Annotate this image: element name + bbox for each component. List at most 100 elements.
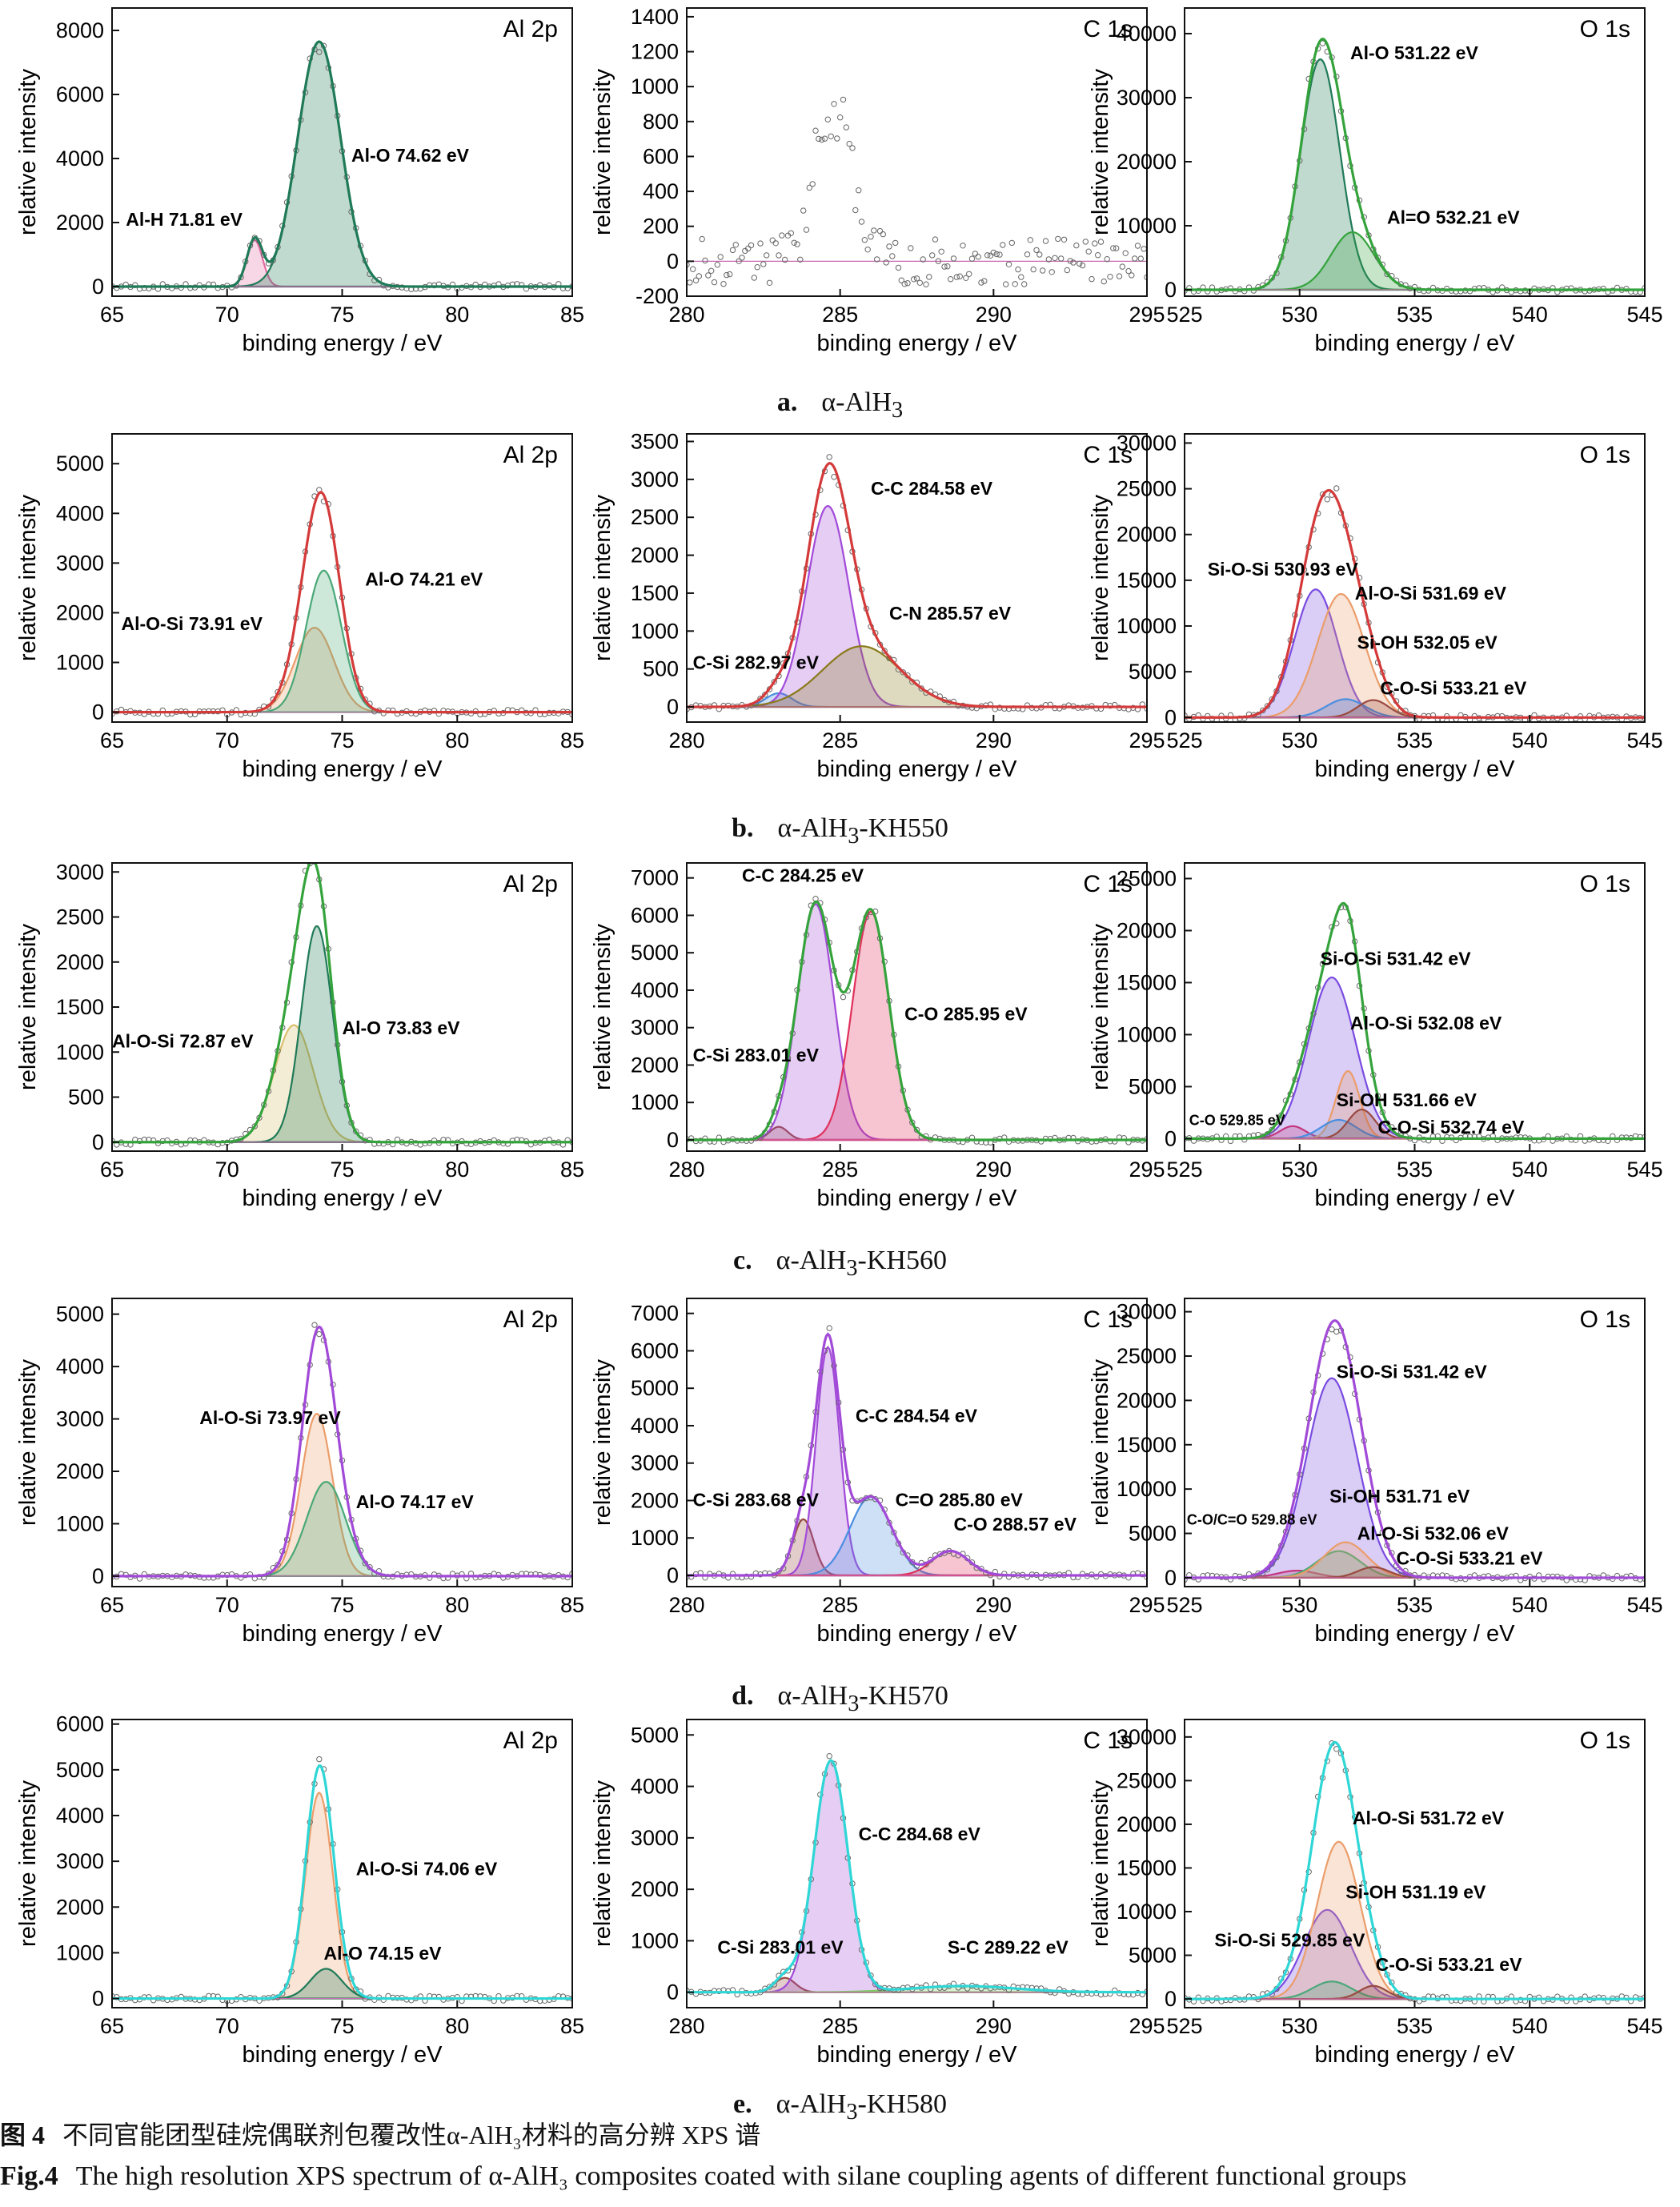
peak-label-al-o-74-15-ev: Al-O 74.15 eV bbox=[324, 1943, 443, 1964]
xps-chart-c-1s-row-2: 280 285 290 295 0 500 1000 1500 2000 2500 3000 3500… bbox=[590, 429, 1165, 802]
y-tick-label: 4000 bbox=[631, 1414, 679, 1438]
y-tick-label: 20000 bbox=[1117, 523, 1177, 547]
fitted-envelope bbox=[112, 40, 572, 288]
panel-title: Al 2p bbox=[503, 1727, 558, 1754]
panel-title: O 1s bbox=[1580, 871, 1630, 897]
x-axis-label: binding energy / eV bbox=[243, 756, 443, 782]
peak-label-si-o-si-531-42-ev: Si-O-Si 531.42 eV bbox=[1321, 948, 1472, 969]
x-tick-label: 545 bbox=[1626, 728, 1662, 752]
peak-label-c-n-285-57-ev: C-N 285.57 eV bbox=[889, 603, 1012, 624]
peak-label-al-o-si-74-06-ev: Al-O-Si 74.06 eV bbox=[356, 1858, 498, 1879]
xps-chart-al-2p-row-5: 65 70 75 80 85 0 1000 2000 3000 4000 5000 6000 bindi… bbox=[15, 1712, 588, 2088]
y-tick-label: 20000 bbox=[1117, 918, 1177, 942]
y-tick-label: 2000 bbox=[56, 1459, 104, 1483]
y-tick-label: 3000 bbox=[56, 1849, 104, 1873]
peak-label-s-c-289-22-ev: S-C 289.22 eV bbox=[948, 1937, 1069, 1958]
x-tick-label: 290 bbox=[976, 303, 1012, 327]
x-tick-label: 280 bbox=[668, 303, 704, 327]
x-axis-label: binding energy / eV bbox=[243, 1186, 443, 1211]
y-axis-label: relative intensity bbox=[15, 1780, 41, 1947]
x-tick-label: 535 bbox=[1397, 2014, 1433, 2038]
xps-chart-al-2p-row-3: 65 70 75 80 85 0 500 1000 1500 2000 2500 3000 bindin… bbox=[15, 860, 588, 1231]
xps-chart-c-1s-row-4: 280 285 290 295 0 1000 2000 3000 4000 5000 6000 700… bbox=[590, 1298, 1165, 1667]
panel-title: Al 2p bbox=[503, 1306, 558, 1333]
x-tick-label: 65 bbox=[100, 2014, 124, 2038]
peak-label-c-o-c-o-529-88-ev: C-O/C=O 529.88 eV bbox=[1187, 1511, 1317, 1527]
peak-label-al-o-si-72-87-ev: Al-O-Si 72.87 eV bbox=[112, 1031, 254, 1052]
y-axis-label: relative intensity bbox=[15, 69, 41, 235]
component-peak-al-o-74-62-ev bbox=[112, 40, 572, 288]
y-tick-label: 15000 bbox=[1117, 1433, 1177, 1457]
y-axis-label: relative intensity bbox=[590, 924, 615, 1090]
y-tick-label: 3000 bbox=[56, 1407, 104, 1431]
panel-title: C 1s bbox=[1083, 442, 1133, 468]
x-axis-label: binding energy / eV bbox=[817, 1186, 1018, 1211]
y-tick-label: 0 bbox=[1165, 1987, 1177, 2011]
y-axis-label: relative intensity bbox=[15, 1359, 41, 1526]
y-tick-label: 6000 bbox=[631, 1338, 679, 1362]
y-tick-label: 6000 bbox=[56, 82, 104, 106]
peak-label-c-c-284-54-ev: C-C 284.54 eV bbox=[856, 1405, 978, 1426]
x-tick-label: 285 bbox=[822, 728, 858, 752]
y-tick-label: 10000 bbox=[1117, 614, 1177, 638]
y-tick-label: 500 bbox=[643, 657, 679, 681]
peak-label-al-o-si-532-08-ev: Al-O-Si 532.08 eV bbox=[1350, 1013, 1502, 1033]
peak-label-si-oh-531-71-ev: Si-OH 531.71 eV bbox=[1329, 1486, 1470, 1507]
y-tick-label: 6000 bbox=[631, 903, 679, 927]
y-tick-label: 30000 bbox=[1117, 86, 1177, 110]
y-axis-label: relative intensity bbox=[1088, 924, 1113, 1090]
y-tick-label: 30000 bbox=[1117, 431, 1177, 455]
y-tick-label: 1000 bbox=[56, 1511, 104, 1535]
peak-label-al-o-si-73-91-ev: Al-O-Si 73.91 eV bbox=[122, 613, 263, 634]
x-tick-label: 545 bbox=[1626, 2014, 1662, 2038]
fitted-envelope bbox=[687, 1332, 1147, 1577]
y-axis-label: relative intensity bbox=[1088, 1359, 1113, 1526]
plot-frame bbox=[686, 7, 1148, 297]
y-tick-label: 0 bbox=[92, 700, 104, 724]
x-axis-label: binding energy / eV bbox=[1315, 331, 1516, 356]
y-axis-label: relative intensity bbox=[1088, 495, 1113, 661]
y-tick-label: 7000 bbox=[631, 1302, 679, 1326]
y-tick-label: 5000 bbox=[56, 451, 104, 476]
y-tick-label: 4000 bbox=[56, 1354, 104, 1378]
y-tick-label: 30000 bbox=[1117, 1300, 1177, 1324]
x-tick-label: 80 bbox=[445, 1593, 469, 1617]
component-peak-al-o-si-74-06-ev bbox=[112, 1791, 572, 2000]
y-tick-label: 4000 bbox=[56, 501, 104, 525]
peak-label-c-o-si-533-21-ev: C-O-Si 533.21 eV bbox=[1380, 678, 1526, 699]
peak-label-c-o-si-532-74-ev: C-O-Si 532.74 eV bbox=[1378, 1117, 1525, 1138]
y-tick-label: 10000 bbox=[1117, 214, 1177, 238]
peak-label-al-h-71-81-ev: Al-H 71.81 eV bbox=[126, 209, 243, 230]
y-tick-label: 5000 bbox=[1129, 660, 1177, 684]
peak-label-al-o-74-21-ev: Al-O 74.21 eV bbox=[365, 568, 483, 589]
y-tick-label: 1500 bbox=[631, 581, 679, 605]
x-tick-label: 530 bbox=[1281, 1158, 1317, 1182]
y-tick-label: 6000 bbox=[56, 1712, 104, 1736]
plot-frame bbox=[686, 1298, 1148, 1587]
y-tick-label: 1500 bbox=[56, 995, 104, 1019]
y-tick-label: 2000 bbox=[56, 211, 104, 235]
y-tick-label: 0 bbox=[92, 1564, 104, 1588]
y-tick-label: 2000 bbox=[56, 600, 104, 624]
y-tick-label: 5000 bbox=[1129, 1522, 1177, 1546]
component-peak-al-o-si-531-69-ev bbox=[1185, 592, 1645, 719]
x-tick-label: 525 bbox=[1166, 2014, 1202, 2038]
y-tick-label: 800 bbox=[643, 110, 679, 134]
measured-data-points bbox=[687, 96, 1147, 287]
x-tick-label: 290 bbox=[976, 2014, 1012, 2038]
x-tick-label: 545 bbox=[1626, 303, 1662, 327]
plot-frame bbox=[686, 433, 1148, 723]
y-tick-label: 1000 bbox=[56, 1940, 104, 1964]
y-tick-label: 3000 bbox=[56, 860, 104, 884]
peak-label-c-o-288-57-ev: C-O 288.57 eV bbox=[954, 1514, 1077, 1535]
y-tick-label: 4000 bbox=[56, 146, 104, 171]
x-tick-label: 85 bbox=[560, 1158, 584, 1182]
y-tick-label: 0 bbox=[1165, 278, 1177, 302]
x-tick-label: 70 bbox=[215, 2014, 239, 2038]
peak-label-al-o-532-21-ev: Al=O 532.21 eV bbox=[1387, 207, 1520, 228]
y-tick-label: 15000 bbox=[1117, 1856, 1177, 1880]
x-tick-label: 290 bbox=[976, 728, 1012, 752]
y-tick-label: 4000 bbox=[631, 978, 679, 1002]
x-tick-label: 85 bbox=[560, 303, 584, 327]
x-tick-label: 540 bbox=[1512, 728, 1548, 752]
